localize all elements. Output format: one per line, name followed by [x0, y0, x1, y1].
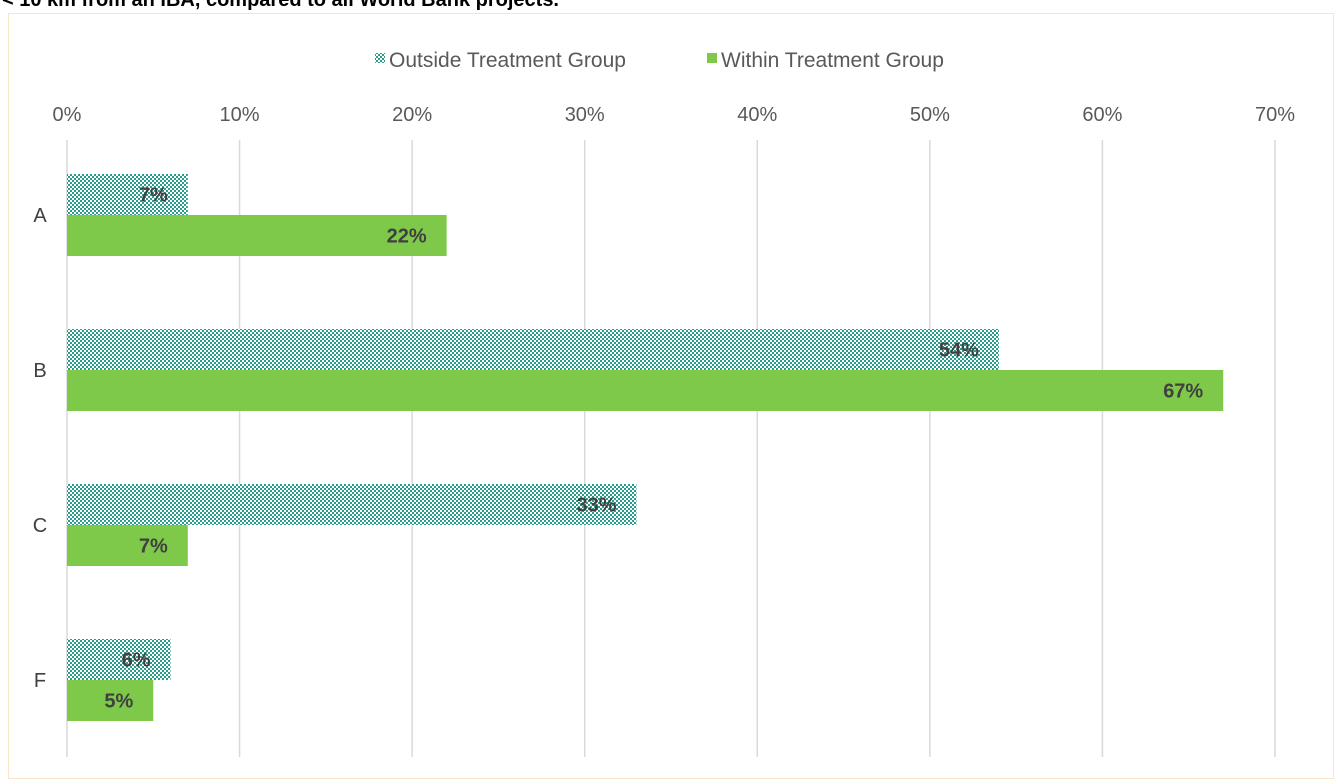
- legend-swatch-outside: [375, 53, 385, 63]
- bar-within: [67, 680, 154, 721]
- category-label: A: [33, 205, 47, 227]
- chart-title: < 10 km from an IBA, compared to all Wor…: [2, 0, 559, 11]
- data-label: 67%: [1163, 381, 1203, 403]
- data-label: 7%: [139, 185, 168, 207]
- x-tick-label: 10%: [220, 104, 260, 126]
- bars: [67, 174, 1224, 721]
- bar-within: [67, 215, 447, 256]
- data-label: 22%: [387, 226, 427, 248]
- bar-outside: [67, 329, 999, 370]
- x-tick-label: 70%: [1255, 104, 1295, 126]
- category-label: B: [33, 360, 46, 382]
- x-tick-label: 50%: [910, 104, 950, 126]
- y-axis-categories: A B C F: [33, 205, 48, 692]
- data-label: 33%: [576, 495, 616, 517]
- bar-within: [67, 525, 188, 566]
- x-tick-label: 60%: [1082, 104, 1122, 126]
- category-label: C: [33, 515, 47, 537]
- data-label: 5%: [104, 691, 133, 713]
- data-label: 54%: [939, 340, 979, 362]
- legend: Outside Treatment Group Within Treatment …: [375, 49, 944, 72]
- x-tick-label: 30%: [565, 104, 605, 126]
- legend-swatch-within: [707, 53, 717, 63]
- bar-outside: [67, 639, 171, 680]
- legend-label-within: Within Treatment Group: [721, 49, 944, 72]
- data-label: 7%: [139, 536, 168, 558]
- bar-outside: [67, 484, 637, 525]
- data-label: 6%: [122, 650, 151, 672]
- x-tick-label: 40%: [737, 104, 777, 126]
- bar-within: [67, 370, 1224, 411]
- bar-outside: [67, 174, 188, 215]
- data-labels: 7% 22% 54% 67% 33% 7% 6% 5%: [104, 185, 1203, 713]
- x-axis-ticks: 0% 10% 20% 30% 40% 50% 60% 70%: [53, 104, 1296, 126]
- category-label: F: [34, 670, 46, 692]
- x-tick-label: 0%: [53, 104, 82, 126]
- legend-label-outside: Outside Treatment Group: [389, 49, 626, 72]
- x-tick-label: 20%: [392, 104, 432, 126]
